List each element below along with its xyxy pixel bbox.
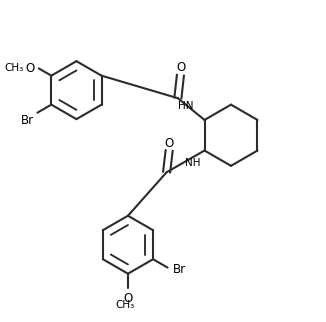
Text: O: O [123,292,133,305]
Text: HN: HN [178,101,194,111]
Text: O: O [26,62,35,75]
Text: Br: Br [21,114,34,127]
Text: O: O [165,137,174,150]
Text: CH₃: CH₃ [115,300,134,310]
Text: NH: NH [185,158,200,168]
Text: O: O [176,62,185,74]
Text: Br: Br [173,263,186,276]
Text: CH₃: CH₃ [4,63,23,73]
